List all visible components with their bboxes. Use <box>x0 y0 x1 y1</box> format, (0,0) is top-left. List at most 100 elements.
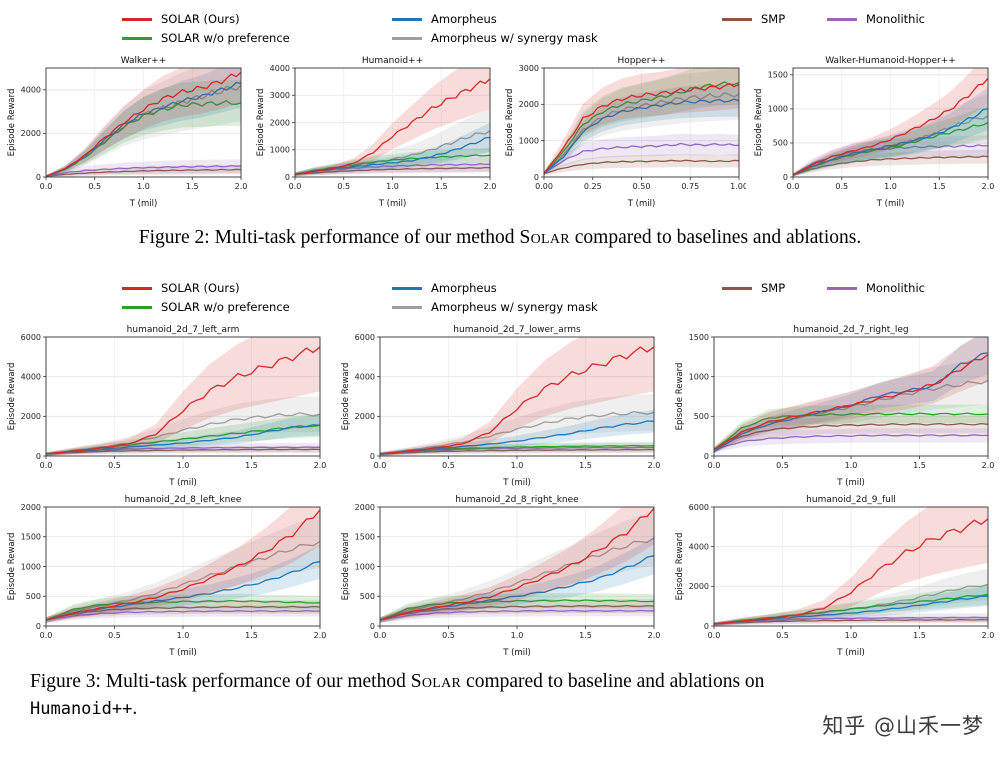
svg-text:Episode Reward: Episode Reward <box>675 363 685 431</box>
svg-text:2000: 2000 <box>355 412 375 421</box>
svg-text:0: 0 <box>36 452 41 461</box>
svg-text:1500: 1500 <box>21 533 41 542</box>
legend-label: Amorpheus <box>431 281 497 295</box>
svg-text:4000: 4000 <box>21 86 41 95</box>
svg-text:T (mil): T (mil) <box>378 199 407 209</box>
caption-text: Solar <box>519 227 570 248</box>
legend-swatch-smp <box>722 286 752 290</box>
svg-text:1.0: 1.0 <box>845 631 858 640</box>
legend-item-solar_wo: SOLAR w/o preference <box>122 31 392 45</box>
legend-label: Amorpheus <box>431 12 497 26</box>
legend-swatch-solar <box>122 286 152 290</box>
figure-2-legend: SOLAR (Ours) SOLAR w/o preference Amorpheu… <box>0 12 1000 45</box>
svg-text:0.5: 0.5 <box>776 461 789 470</box>
legend-item-amorpheus: Amorpheus <box>392 12 722 26</box>
svg-text:humanoid_2d_8_left_knee: humanoid_2d_8_left_knee <box>125 495 242 505</box>
legend-item-amorpheus_mask: Amorpheus w/ synergy mask <box>392 300 722 314</box>
figure-3-caption: Figure 3: Multi-task performance of our … <box>30 669 980 723</box>
svg-text:Episode Reward: Episode Reward <box>341 533 351 601</box>
svg-text:1.5: 1.5 <box>579 631 592 640</box>
svg-text:humanoid_2d_9_full: humanoid_2d_9_full <box>806 495 896 505</box>
svg-text:1.0: 1.0 <box>177 461 190 470</box>
svg-text:Episode Reward: Episode Reward <box>754 89 764 157</box>
svg-text:0.0: 0.0 <box>40 631 53 640</box>
legend-swatch-amorpheus <box>392 286 422 290</box>
svg-text:2.0: 2.0 <box>648 631 661 640</box>
svg-text:0: 0 <box>370 452 375 461</box>
figure-2: SOLAR (Ours) SOLAR w/o preference Amorpheu… <box>0 12 1000 249</box>
svg-text:2000: 2000 <box>21 412 41 421</box>
svg-text:1.0: 1.0 <box>177 631 190 640</box>
svg-text:2.0: 2.0 <box>982 631 995 640</box>
svg-text:Episode Reward: Episode Reward <box>505 89 515 157</box>
svg-text:1.0: 1.0 <box>511 631 524 640</box>
chart-humanoid_2d_7_right_leg: 0.0 0.5 1.0 1.5 2.0 0 500 1000 1500 humanoid_2d_7… <box>675 325 995 488</box>
plot-walker: 0.0 0.5 1.0 1.5 2.0 0 2000 4000 Walker++ T (mil) E… <box>5 52 248 210</box>
svg-text:humanoid_2d_7_lower_arms: humanoid_2d_7_lower_arms <box>453 325 581 335</box>
svg-text:4000: 4000 <box>355 372 375 381</box>
svg-text:4000: 4000 <box>21 372 41 381</box>
watermark: 知乎 @山禾一梦 <box>822 714 984 738</box>
svg-text:0.5: 0.5 <box>88 182 101 191</box>
svg-text:humanoid_2d_8_right_knee: humanoid_2d_8_right_knee <box>455 495 579 505</box>
legend-swatch-monolithic <box>827 17 857 21</box>
legend-item-amorpheus_mask: Amorpheus w/ synergy mask <box>392 31 722 45</box>
figure-3: SOLAR (Ours) SOLAR w/o preference Amorpheu… <box>0 281 1000 723</box>
svg-text:T (mil): T (mil) <box>627 199 656 209</box>
legend-item-amorpheus: Amorpheus <box>392 281 722 295</box>
plot-humanoid_2d_8_left_knee: 0.0 0.5 1.0 1.5 2.0 0 500 1000 1500 2000 humanoid_… <box>5 491 327 659</box>
svg-text:T (mil): T (mil) <box>168 648 197 658</box>
legend-label: SOLAR (Ours) <box>161 281 240 295</box>
svg-text:0.5: 0.5 <box>108 631 121 640</box>
plot-humanoid_2d_7_left_arm: 0.0 0.5 1.0 1.5 2.0 0 2000 4000 6000 humanoid_2d_… <box>5 321 327 489</box>
legend-item-solar: SOLAR (Ours) <box>122 281 392 295</box>
caption-text: Solar <box>410 671 462 692</box>
svg-text:1000: 1000 <box>270 146 290 155</box>
caption-text: Figure 3: Multi-task performance of our … <box>30 671 411 692</box>
figure-2-charts: 0.0 0.5 1.0 1.5 2.0 0 2000 4000 Walker++ T (mil) E… <box>0 52 1000 210</box>
svg-text:0: 0 <box>370 622 375 631</box>
svg-text:0.0: 0.0 <box>289 182 302 191</box>
plot-humanoid_2d_9_full: 0.0 0.5 1.0 1.5 2.0 0 2000 4000 6000 humanoid_2d_… <box>673 491 995 659</box>
svg-text:3000: 3000 <box>519 64 539 73</box>
legend-swatch-smp <box>722 17 752 21</box>
svg-text:0.00: 0.00 <box>535 182 553 191</box>
svg-text:humanoid_2d_7_right_leg: humanoid_2d_7_right_leg <box>793 325 908 335</box>
svg-text:Humanoid++: Humanoid++ <box>362 56 423 66</box>
svg-text:2000: 2000 <box>689 582 709 591</box>
legend-item-monolithic: Monolithic <box>827 12 1000 26</box>
legend-label: Monolithic <box>866 12 925 26</box>
svg-text:1500: 1500 <box>689 333 709 342</box>
chart-humanoid: 0.0 0.5 1.0 1.5 2.0 0 1000 2000 3000 4000 Humanoid… <box>256 56 496 209</box>
svg-text:0: 0 <box>36 173 41 182</box>
plot-humanoid: 0.0 0.5 1.0 1.5 2.0 0 1000 2000 3000 4000 Humanoid… <box>254 52 497 210</box>
svg-text:1.5: 1.5 <box>435 182 448 191</box>
svg-text:3000: 3000 <box>270 91 290 100</box>
svg-text:1000: 1000 <box>519 136 539 145</box>
svg-text:0.5: 0.5 <box>835 182 848 191</box>
caption-text: Humanoid++ <box>30 698 133 719</box>
svg-text:1.0: 1.0 <box>845 461 858 470</box>
svg-text:0.5: 0.5 <box>108 461 121 470</box>
svg-text:1.5: 1.5 <box>913 631 926 640</box>
svg-text:1500: 1500 <box>768 71 788 80</box>
svg-text:T (mil): T (mil) <box>129 199 158 209</box>
svg-text:4000: 4000 <box>270 64 290 73</box>
caption-text: compared to baseline and ablations on <box>461 671 765 692</box>
svg-text:T (mil): T (mil) <box>502 648 531 658</box>
legend-item-solar_wo: SOLAR w/o preference <box>122 300 392 314</box>
legend-swatch-solar_wo <box>122 305 152 309</box>
svg-text:2.0: 2.0 <box>982 461 995 470</box>
legend-item-monolithic: Monolithic <box>827 281 1000 295</box>
legend-swatch-monolithic <box>827 286 857 290</box>
legend-label: SMP <box>761 12 786 26</box>
svg-text:T (mil): T (mil) <box>836 478 865 488</box>
figure-3-charts: 0.0 0.5 1.0 1.5 2.0 0 2000 4000 6000 humanoid_2d_… <box>0 321 1000 659</box>
svg-text:T (mil): T (mil) <box>502 478 531 488</box>
svg-text:1.0: 1.0 <box>137 182 150 191</box>
svg-text:0.0: 0.0 <box>708 461 721 470</box>
svg-text:humanoid_2d_7_left_arm: humanoid_2d_7_left_arm <box>127 325 240 335</box>
svg-text:T (mil): T (mil) <box>876 199 905 209</box>
legend-label: Amorpheus w/ synergy mask <box>431 31 598 45</box>
legend-swatch-amorpheus_mask <box>392 305 422 309</box>
